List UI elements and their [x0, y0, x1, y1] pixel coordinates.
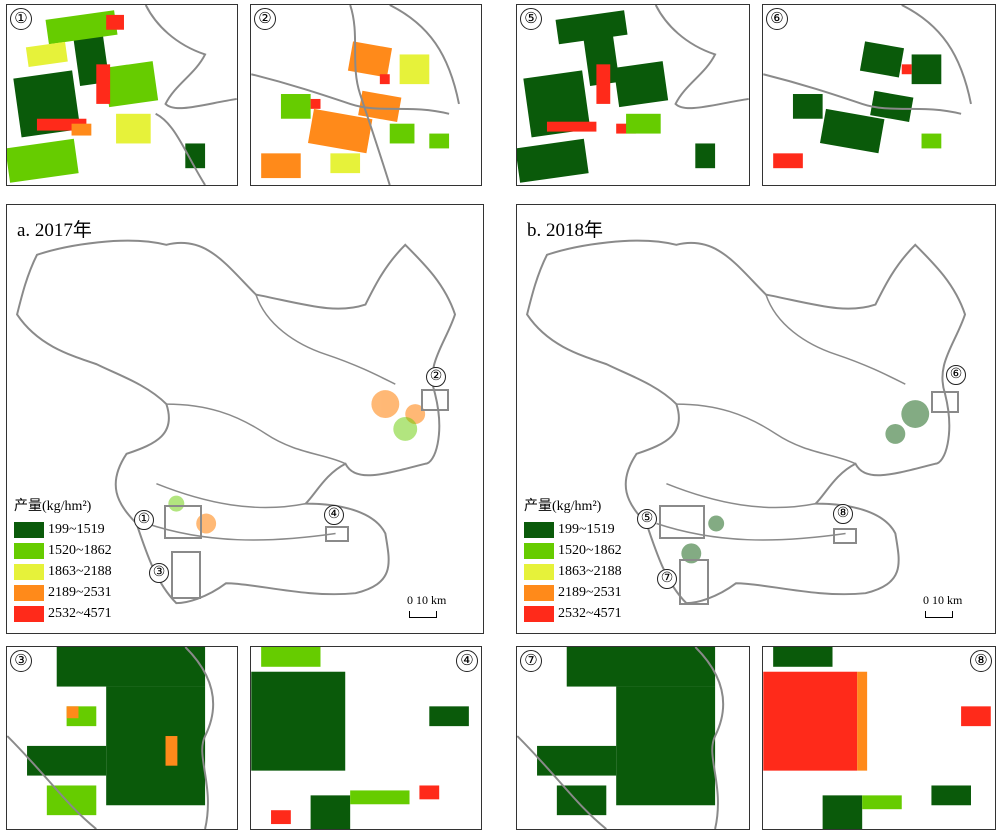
zoom-box-6: [931, 391, 959, 413]
legend-label-3: 1863~2188: [558, 563, 622, 579]
legend-2018: 产量(kg/hm²) 199~1519 1520~1862 1863~2188 …: [524, 495, 622, 624]
legend-swatch-2: [14, 542, 44, 559]
inset-4-map: [251, 647, 469, 829]
legend-swatch-5: [524, 605, 554, 622]
legend-swatch-4: [524, 584, 554, 601]
inset-6: ⑥: [762, 4, 996, 186]
inset-8-label: ⑧: [970, 650, 992, 672]
map-badge-6: ⑥: [946, 365, 966, 385]
scale-line: [409, 611, 437, 618]
map-badge-7: ⑦: [657, 569, 677, 589]
legend-label-5: 2532~4571: [48, 605, 112, 621]
scale-line-2018: [925, 611, 953, 618]
legend-swatch-5: [14, 605, 44, 622]
map-2017-title: a. 2017年: [17, 220, 92, 241]
map-2017-boundary: [15, 239, 457, 605]
zoom-box-8: [833, 528, 857, 544]
legend-label-2: 1520~1862: [48, 542, 112, 558]
scale-label-2018: 0 10 km: [923, 593, 963, 607]
inset-7-map: [517, 647, 725, 829]
legend-label-1: 199~1519: [558, 521, 615, 537]
legend-swatch-3: [524, 563, 554, 580]
inset-2: ②: [250, 4, 482, 186]
legend-label-4: 2189~2531: [48, 584, 112, 600]
zoom-box-2: [421, 389, 449, 411]
map-badge-2: ②: [426, 367, 446, 387]
inset-3-map: [7, 647, 215, 829]
legend-label-5: 2532~4571: [558, 605, 622, 621]
map-2017: a. 2017年 ① ② ③ ④ 产量(kg/hm²) 199~1519 152…: [6, 204, 484, 634]
inset-3-label: ③: [10, 650, 32, 672]
legend: 产量(kg/hm²) 199~1519 1520~1862 1863~2188 …: [14, 495, 112, 624]
legend-swatch-2: [524, 542, 554, 559]
legend-swatch-1: [14, 521, 44, 538]
legend-swatch-1: [524, 521, 554, 538]
inset-5-label: ⑤: [520, 8, 542, 30]
map-badge-3: ③: [149, 563, 169, 583]
inset-1-map: [7, 5, 237, 185]
map-2018: b. 2018年 ⑤ ⑥ ⑦ ⑧ 产量(kg/hm²) 199~1519 152…: [516, 204, 996, 634]
legend-label-1: 199~1519: [48, 521, 105, 537]
legend-label-4: 2189~2531: [558, 584, 622, 600]
legend-title-2018: 产量(kg/hm²): [524, 499, 602, 514]
inset-2-label: ②: [254, 8, 276, 30]
legend-label-2: 1520~1862: [558, 542, 622, 558]
scale-label: 0 10 km: [407, 593, 447, 607]
map-badge-5: ⑤: [637, 509, 657, 529]
zoom-box-5: [659, 505, 705, 539]
inset-8: ⑧: [762, 646, 996, 830]
inset-1-label: ①: [10, 8, 32, 30]
inset-5: ⑤: [516, 4, 750, 186]
map-badge-8: ⑧: [833, 504, 853, 524]
inset-4: ④: [250, 646, 482, 830]
legend-swatch-3: [14, 563, 44, 580]
map-2018-title: b. 2018年: [527, 220, 604, 241]
zoom-box-1: [164, 505, 202, 539]
inset-7: ⑦: [516, 646, 750, 830]
inset-7-label: ⑦: [520, 650, 542, 672]
inset-2-map: [251, 5, 460, 185]
inset-5-map: [517, 5, 749, 183]
inset-6-map: [763, 5, 972, 169]
legend-label-3: 1863~2188: [48, 563, 112, 579]
inset-4-label: ④: [456, 650, 478, 672]
zoom-box-7: [679, 559, 709, 605]
legend-swatch-4: [14, 584, 44, 601]
map-2018-boundary: [525, 239, 967, 605]
map-badge-1: ①: [134, 510, 154, 530]
zoom-box-3: [171, 551, 201, 599]
inset-3: ③: [6, 646, 238, 830]
legend-title: 产量(kg/hm²): [14, 499, 92, 514]
inset-8-map: [763, 647, 991, 829]
map-badge-4: ④: [324, 505, 344, 525]
inset-1: ①: [6, 4, 238, 186]
zoom-box-4: [325, 526, 349, 542]
inset-6-label: ⑥: [766, 8, 788, 30]
